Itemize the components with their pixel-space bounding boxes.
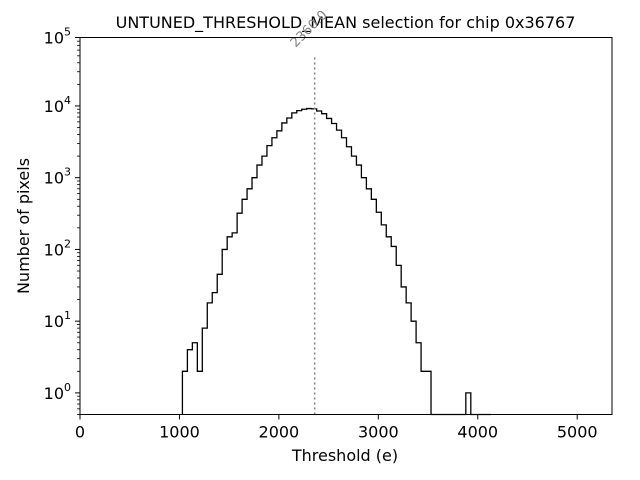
x-tick-label: 3000	[358, 423, 399, 442]
chart-title: UNTUNED_THRESHOLD_MEAN selection for chi…	[116, 13, 576, 33]
x-tick-label: 4000	[457, 423, 498, 442]
histogram-outline	[181, 107, 491, 416]
y-tick-label: 105	[44, 26, 71, 48]
plot-frame	[79, 37, 613, 415]
y-tick-label: 103	[44, 166, 71, 188]
x-tick-label: 1000	[159, 423, 200, 442]
y-axis: 100 101 102 103 104 105	[44, 26, 80, 415]
x-tick-label: 5000	[557, 423, 598, 442]
y-tick-label: 104	[44, 94, 71, 116]
x-tick-label: 2000	[259, 423, 300, 442]
y-tick-label: 102	[44, 237, 71, 259]
x-axis: 0 1000 2000 3000 4000 5000	[75, 414, 598, 442]
x-tick-label: 0	[75, 423, 85, 442]
y-tick-label: 101	[44, 309, 71, 331]
plot-area: 2360.0	[181, 8, 491, 416]
x-axis-label: Threshold (e)	[291, 446, 398, 465]
y-axis-label: Number of pixels	[14, 158, 33, 294]
y-tick-label: 100	[44, 381, 71, 403]
